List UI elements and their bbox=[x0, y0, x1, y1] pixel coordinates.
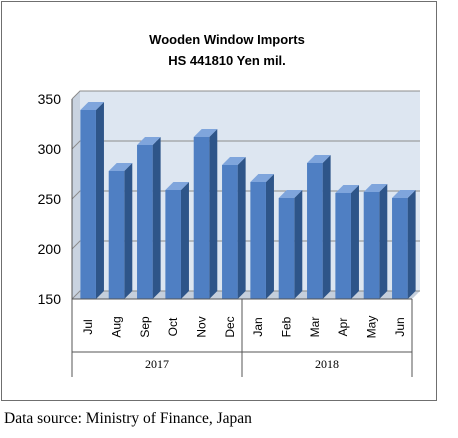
y-tick-label: 250 bbox=[38, 191, 62, 207]
bar-side bbox=[237, 157, 246, 299]
x-category-label: Sep bbox=[138, 316, 152, 338]
bar-front bbox=[307, 163, 323, 299]
bar-side bbox=[180, 182, 189, 299]
x-category-label: Feb bbox=[280, 316, 294, 337]
bar-front bbox=[250, 182, 266, 299]
x-axis-categories: Jul Aug Sep Oct Nov Dec Jan Feb Mar Apr May Jun bbox=[71, 298, 413, 377]
gridline bbox=[71, 140, 420, 150]
bar-front bbox=[278, 198, 295, 299]
x-category-label: May bbox=[365, 316, 379, 339]
x-category-label: Nov bbox=[195, 316, 209, 337]
bar-jun bbox=[392, 190, 416, 299]
x-category-label: Dec bbox=[223, 316, 237, 337]
bar-top bbox=[222, 157, 246, 165]
bar-top bbox=[165, 182, 189, 190]
bar-front bbox=[108, 171, 125, 299]
bar-side bbox=[322, 155, 331, 299]
bar-side bbox=[407, 190, 416, 299]
bar-top bbox=[108, 163, 133, 171]
bar-side bbox=[350, 185, 359, 299]
bar-side bbox=[379, 184, 388, 299]
bar-apr bbox=[335, 185, 359, 299]
bar-front bbox=[165, 190, 181, 299]
x-category-label: Aug bbox=[110, 316, 124, 337]
bar-front bbox=[137, 145, 153, 299]
bar-jan bbox=[250, 174, 274, 299]
x-category-label: Jun bbox=[393, 317, 407, 336]
bar-oct bbox=[165, 182, 189, 299]
bar-chart: Wooden Window Imports HS 441810 Yen mil.… bbox=[38, 32, 420, 377]
bar-side bbox=[152, 137, 161, 299]
y-tick-label: 350 bbox=[38, 91, 62, 107]
bar-sep bbox=[137, 137, 161, 299]
floor bbox=[72, 291, 420, 299]
bar-side bbox=[124, 163, 133, 299]
bar-side bbox=[95, 102, 104, 299]
year-group-label: 2018 bbox=[315, 357, 339, 371]
bar-front bbox=[193, 137, 210, 299]
bar-aug bbox=[108, 163, 133, 299]
chart-container: Wooden Window Imports HS 441810 Yen mil.… bbox=[1, 1, 437, 401]
bar-top bbox=[335, 185, 359, 193]
bar-front bbox=[363, 192, 380, 299]
bar-side bbox=[294, 190, 303, 299]
gridlines bbox=[71, 90, 420, 300]
x-category-label: Mar bbox=[308, 317, 322, 338]
gridline bbox=[71, 240, 420, 250]
y-tick-label: 150 bbox=[38, 291, 62, 307]
bar-top bbox=[307, 155, 331, 163]
bar-top bbox=[250, 174, 274, 182]
bar-may bbox=[363, 184, 388, 299]
bar-top bbox=[80, 102, 104, 110]
bar-feb bbox=[278, 190, 303, 299]
bar-top bbox=[193, 129, 218, 137]
bar-dec bbox=[222, 157, 246, 299]
bars bbox=[80, 102, 416, 299]
bar-side bbox=[209, 129, 218, 299]
x-category-label: Oct bbox=[166, 317, 180, 336]
year-group-label: 2017 bbox=[145, 357, 169, 371]
chart-title: Wooden Window Imports bbox=[149, 32, 305, 47]
bar-top bbox=[363, 184, 388, 192]
bar-top bbox=[392, 190, 416, 198]
gridline bbox=[71, 90, 420, 100]
y-tick-label: 200 bbox=[38, 241, 62, 257]
chart-subtitle: HS 441810 Yen mil. bbox=[168, 53, 286, 68]
bar-side bbox=[265, 174, 274, 299]
bar-jul bbox=[80, 102, 104, 299]
bar-front bbox=[335, 193, 351, 299]
bar-front bbox=[80, 110, 96, 299]
bar-top bbox=[278, 190, 303, 198]
x-category-label: Jul bbox=[81, 319, 95, 334]
bar-mar bbox=[307, 155, 331, 299]
gridline bbox=[71, 190, 420, 200]
x-axis-year-groups: 2017 2018 bbox=[145, 299, 339, 377]
x-category-label: Apr bbox=[336, 318, 350, 337]
y-tick-label: 300 bbox=[38, 141, 62, 157]
data-source-note: Data source: Ministry of Finance, Japan bbox=[4, 410, 252, 427]
bar-front bbox=[392, 198, 408, 299]
x-category-label: Jan bbox=[251, 317, 265, 336]
bar-nov bbox=[193, 129, 218, 299]
bar-front bbox=[222, 165, 238, 299]
gridline bbox=[71, 290, 420, 300]
bar-top bbox=[137, 137, 161, 145]
y-axis-ticks: 150 200 250 300 350 bbox=[38, 91, 62, 307]
